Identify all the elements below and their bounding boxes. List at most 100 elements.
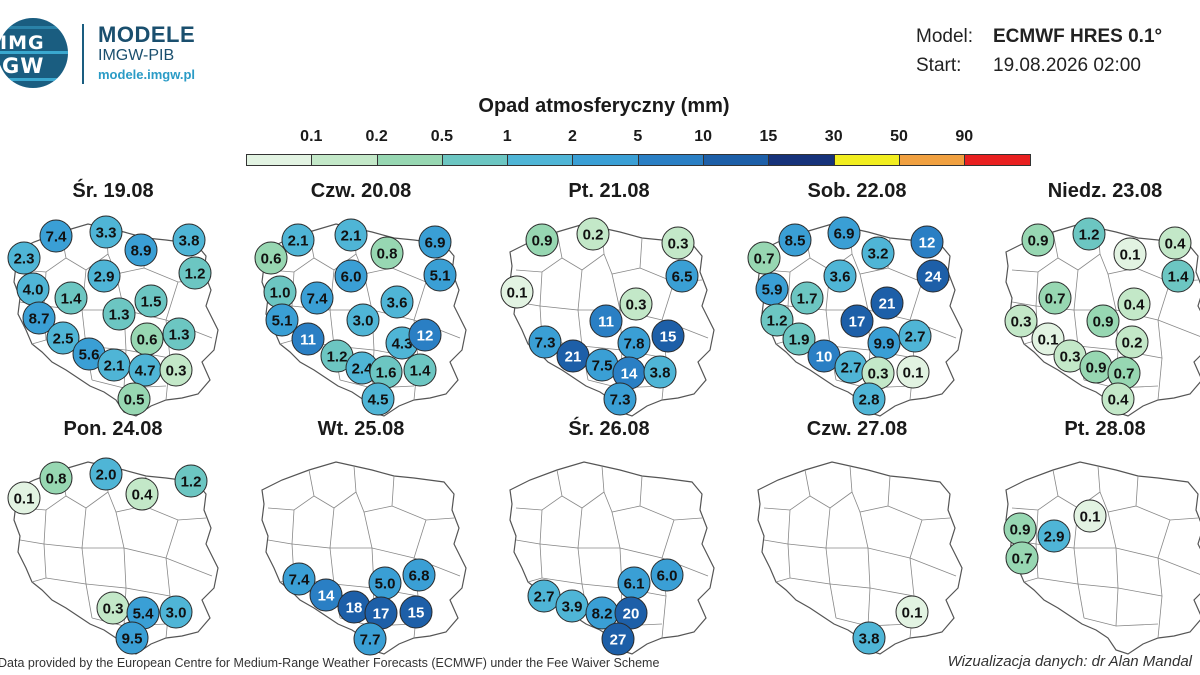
region-border bbox=[165, 557, 213, 577]
poland-map: 0.1 3.8 bbox=[757, 461, 963, 655]
brand-url[interactable]: modele.imgw.pl bbox=[98, 67, 196, 82]
precip-marker-circle bbox=[87, 259, 121, 293]
precip-value: 7.8 bbox=[624, 336, 645, 353]
precip-value: 0.7 bbox=[1114, 366, 1135, 383]
precip-marker: 0.3 bbox=[1004, 304, 1038, 338]
precip-value: 21 bbox=[565, 349, 582, 366]
precip-marker: 0.7 bbox=[1005, 541, 1039, 575]
precip-value: 9.5 bbox=[122, 631, 143, 648]
poland-map: 0.1 0.9 2.9 0.7 bbox=[1003, 461, 1200, 655]
precip-marker: 0.3 bbox=[661, 226, 695, 260]
precip-marker: 0.2 bbox=[1115, 325, 1149, 359]
precip-marker: 0.3 bbox=[1053, 339, 1087, 373]
precip-marker: 7.7 bbox=[353, 622, 387, 656]
precip-marker: 3.8 bbox=[852, 621, 886, 655]
precip-marker: 1.2 bbox=[1072, 217, 1106, 251]
precip-marker-circle bbox=[22, 301, 56, 335]
precip-value: 0.8 bbox=[377, 246, 398, 263]
precip-marker: 7.3 bbox=[603, 382, 637, 416]
precip-value: 2.8 bbox=[859, 392, 880, 409]
precip-marker: 24 bbox=[916, 259, 950, 293]
precip-marker-circle bbox=[39, 461, 73, 495]
precip-marker-circle bbox=[665, 259, 699, 293]
precip-marker: 10 bbox=[807, 339, 841, 373]
precip-marker-circle bbox=[353, 622, 387, 656]
precip-marker: 0.8 bbox=[370, 236, 404, 270]
precip-marker-circle bbox=[603, 382, 637, 416]
precip-marker-circle bbox=[254, 241, 288, 275]
region-border bbox=[313, 465, 357, 509]
legend-color-segment bbox=[965, 155, 1030, 165]
precip-marker: 0.3 bbox=[96, 591, 130, 625]
legend-color-segment bbox=[377, 155, 443, 165]
precip-value: 8.2 bbox=[592, 606, 613, 623]
precip-marker: 12 bbox=[408, 318, 442, 352]
precip-marker-circle bbox=[528, 325, 562, 359]
precip-marker-circle bbox=[619, 287, 653, 321]
precip-value: 15 bbox=[660, 329, 677, 346]
precip-marker-circle bbox=[910, 225, 944, 259]
region-border bbox=[809, 465, 853, 509]
precip-marker-circle bbox=[870, 286, 904, 320]
precip-marker-circle bbox=[898, 319, 932, 353]
precip-marker-circle bbox=[1101, 382, 1135, 416]
precip-value: 0.2 bbox=[1122, 335, 1143, 352]
model-label: Model: bbox=[916, 26, 974, 47]
precip-marker-circle bbox=[1031, 322, 1065, 356]
precip-marker-circle bbox=[403, 353, 437, 387]
precip-value: 8.5 bbox=[785, 233, 806, 250]
precip-value: 1.2 bbox=[1079, 227, 1100, 244]
precip-value: 7.7 bbox=[360, 632, 381, 649]
precip-marker-circle bbox=[334, 218, 368, 252]
precip-marker: 2.1 bbox=[97, 348, 131, 382]
data-credit: Data provided by the European Centre for… bbox=[0, 656, 660, 670]
precip-value: 3.0 bbox=[353, 313, 374, 330]
precip-marker-circle bbox=[852, 621, 886, 655]
legend-tick-label: 5 bbox=[633, 128, 643, 145]
precip-marker: 8.9 bbox=[124, 233, 158, 267]
precip-value: 3.9 bbox=[562, 599, 583, 616]
region-border bbox=[763, 469, 811, 511]
precip-marker-circle bbox=[1004, 304, 1038, 338]
precip-marker: 4.7 bbox=[128, 353, 162, 387]
start-label: Start: bbox=[916, 55, 962, 76]
legend-color-segment bbox=[834, 155, 900, 165]
precip-marker-circle bbox=[790, 281, 824, 315]
precip-marker-circle bbox=[125, 477, 159, 511]
precip-value: 15 bbox=[408, 605, 425, 622]
precip-value: 0.3 bbox=[868, 366, 889, 383]
precip-value: 7.4 bbox=[289, 572, 311, 589]
precip-marker: 0.1 bbox=[1073, 499, 1107, 533]
precip-marker: 0.9 bbox=[1086, 304, 1120, 338]
precip-marker: 6.9 bbox=[827, 216, 861, 250]
precip-marker: 21 bbox=[870, 286, 904, 320]
precip-marker: 6.1 bbox=[617, 566, 651, 600]
precip-marker-circle bbox=[380, 285, 414, 319]
precip-value: 7.4 bbox=[46, 229, 68, 246]
region-border bbox=[829, 583, 837, 619]
precip-value: 5.0 bbox=[375, 576, 396, 593]
precip-marker: 8.7 bbox=[22, 301, 56, 335]
precip-marker: 0.4 bbox=[1117, 287, 1151, 321]
legend-color-segment bbox=[899, 155, 966, 165]
precip-value: 2.1 bbox=[288, 233, 309, 250]
precip-marker: 3.3 bbox=[89, 215, 123, 249]
precip-value: 3.0 bbox=[166, 605, 187, 622]
precip-value: 6.5 bbox=[672, 269, 693, 286]
brand-subtitle: IMGW-PIB bbox=[98, 47, 175, 64]
start-value: 19.08.2026 02:00 bbox=[993, 55, 1141, 76]
day-title: Czw. 27.08 bbox=[806, 418, 908, 440]
precip-marker-circle bbox=[418, 225, 452, 259]
day-title: Pt. 28.08 bbox=[1064, 418, 1146, 440]
precip-value: 21 bbox=[879, 296, 896, 313]
precip-marker: 2.0 bbox=[89, 457, 123, 491]
precip-marker-circle bbox=[46, 321, 80, 355]
precip-value: 0.4 bbox=[1124, 297, 1146, 314]
precip-value: 3.6 bbox=[830, 269, 851, 286]
poland-map: 7.4 3.3 8.9 3.8 2.3 1.2 2.9 4.0 1.4 1.5 1.3 8.7 0.6 1… bbox=[7, 215, 219, 417]
precip-marker: 0.4 bbox=[125, 477, 159, 511]
legend-color-segment bbox=[769, 155, 835, 165]
precip-marker: 1.2 bbox=[174, 464, 208, 498]
precip-value: 27 bbox=[610, 632, 627, 649]
precip-marker-circle bbox=[159, 595, 193, 629]
